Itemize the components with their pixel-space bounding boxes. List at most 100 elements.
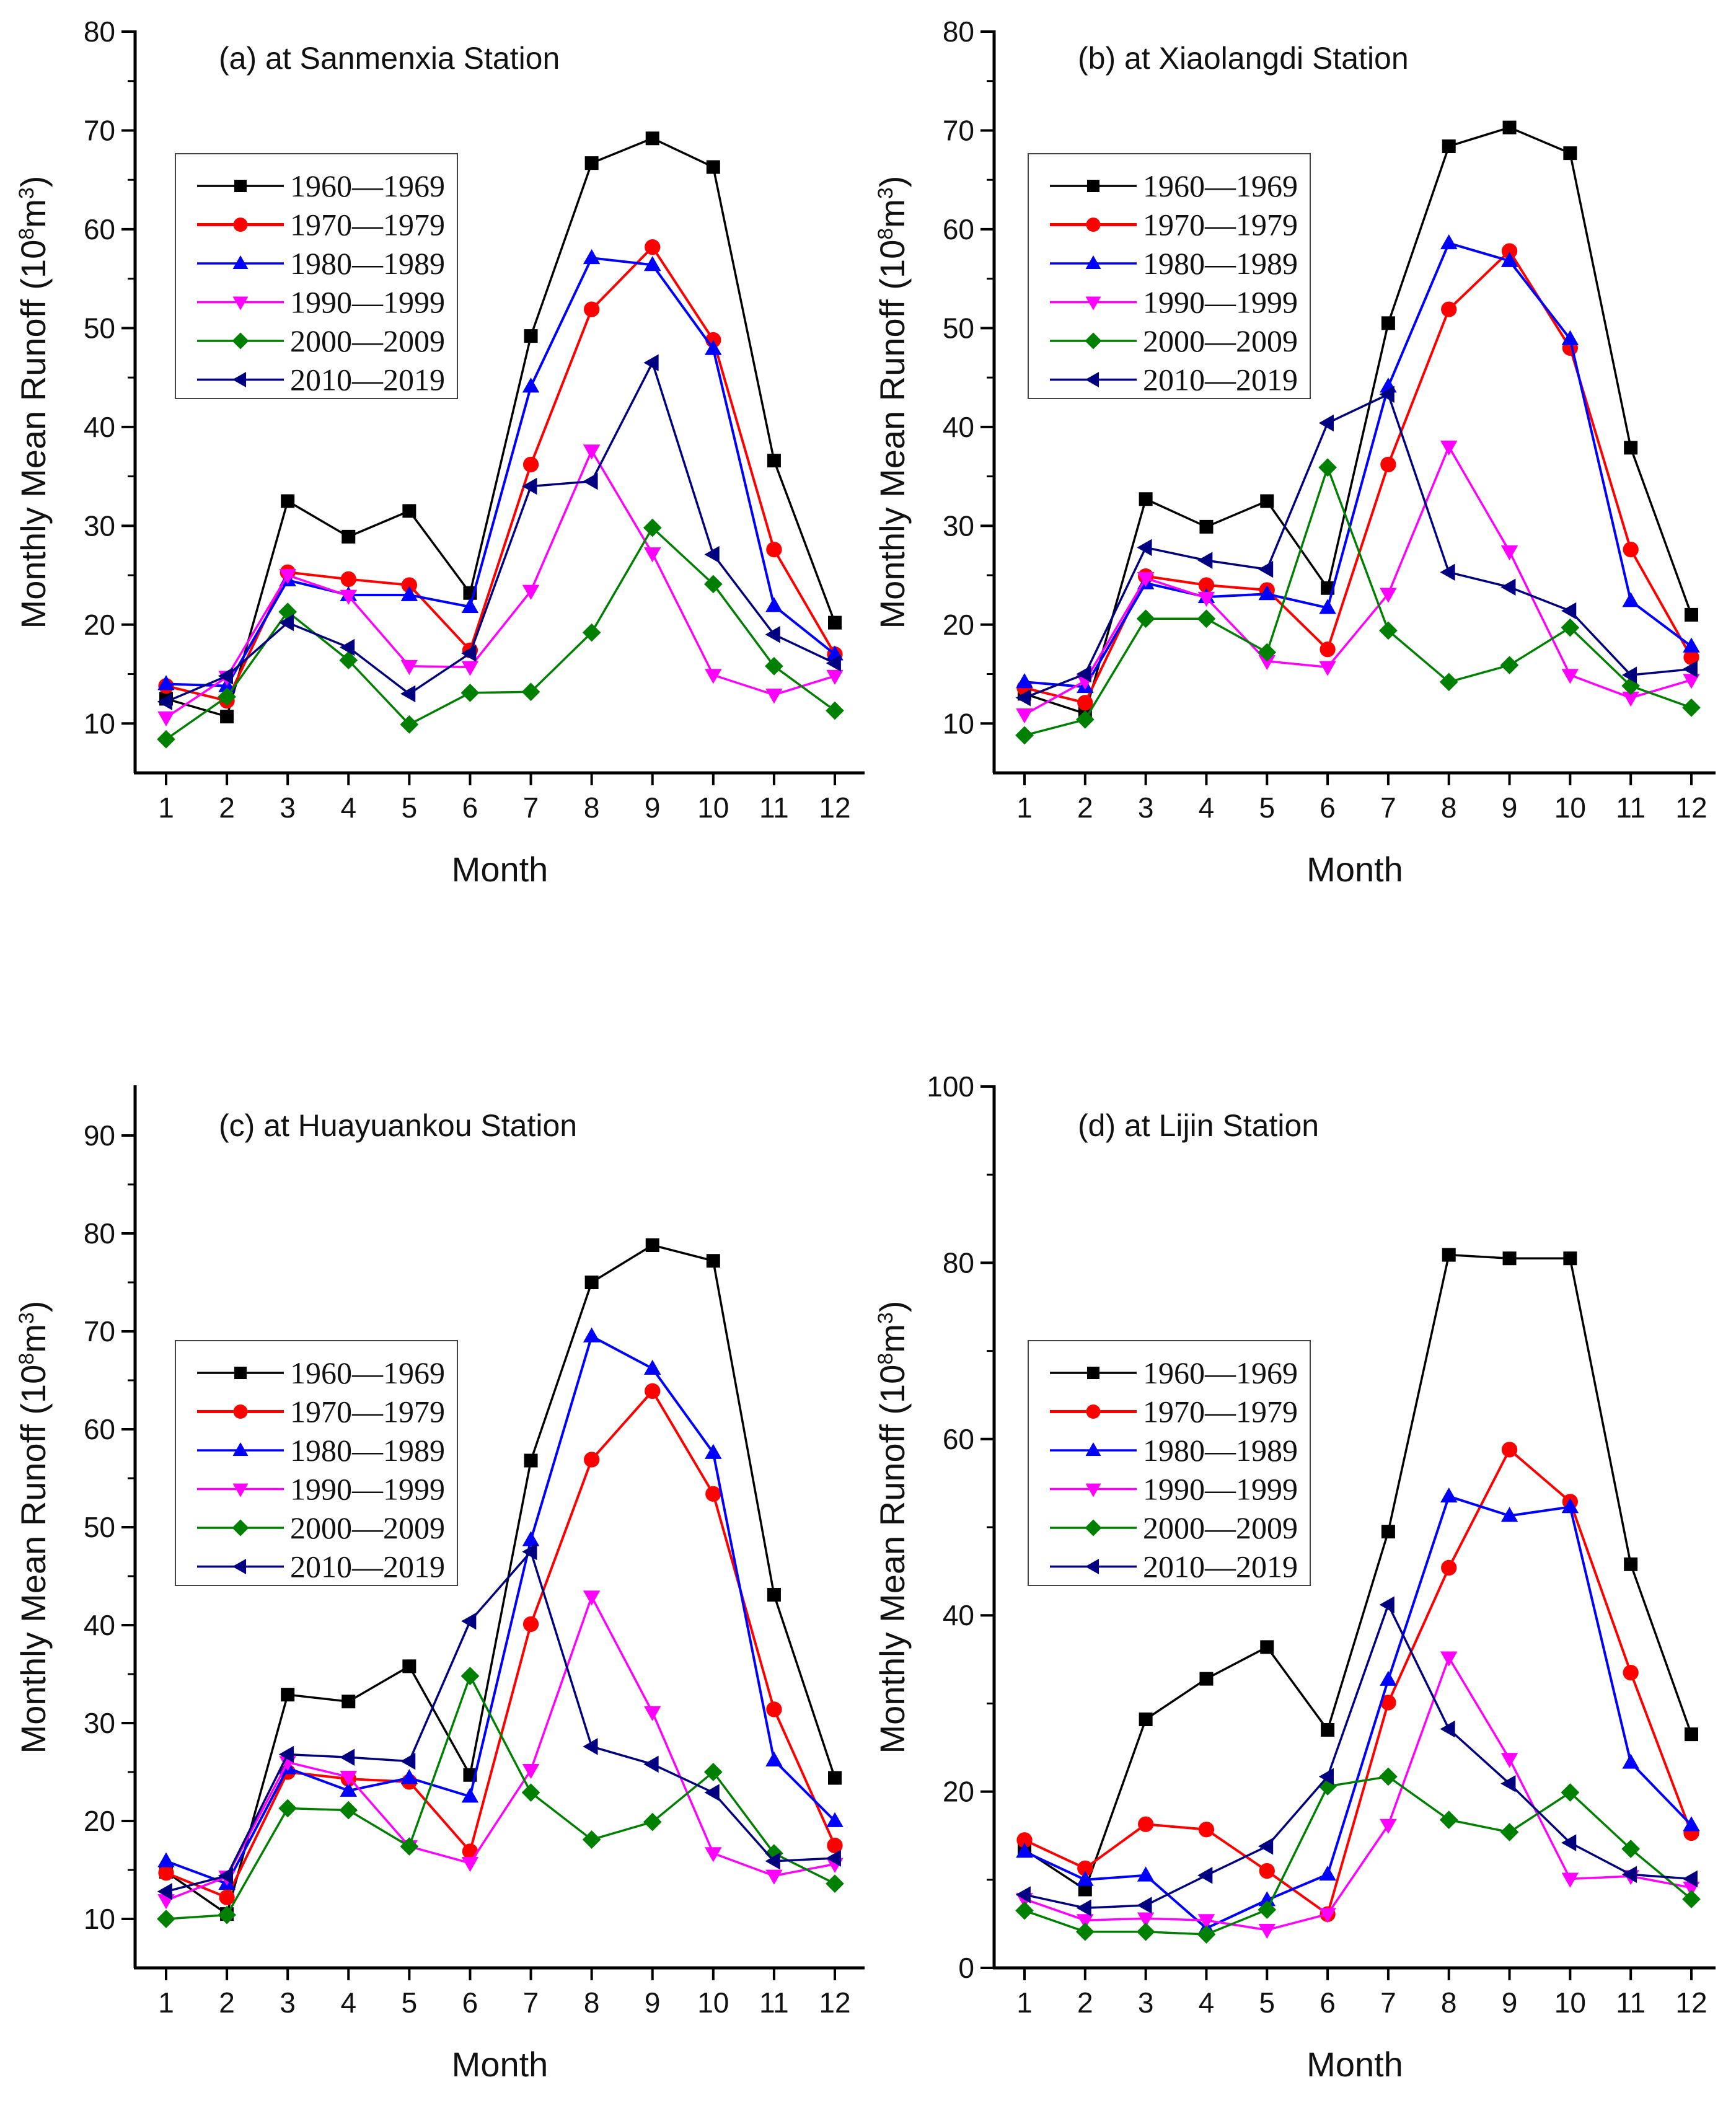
legend-label: 1970—1979 (1143, 208, 1298, 242)
data-point (1015, 1901, 1034, 1920)
y-tick-label: 60 (84, 213, 115, 245)
data-point (1258, 585, 1276, 601)
data-point (400, 685, 416, 703)
data-point (1320, 641, 1336, 658)
data-point (583, 1590, 601, 1606)
data-point (1260, 494, 1274, 508)
x-tick-label: 5 (1259, 791, 1275, 824)
x-tick-label: 12 (819, 1986, 850, 2019)
data-point (826, 701, 844, 720)
x-axis-title: Month (1306, 850, 1403, 889)
y-axis-title-end: ) (873, 176, 912, 188)
data-point (767, 454, 781, 468)
series-line (1024, 466, 1692, 737)
data-point (1319, 599, 1336, 614)
legend-marker (233, 1404, 248, 1419)
x-tick-label: 4 (340, 791, 356, 824)
legend-label: 1990—1999 (1143, 1472, 1298, 1507)
data-point (1381, 1525, 1395, 1539)
data-point (1622, 592, 1639, 607)
data-point (765, 1751, 783, 1766)
data-point (1137, 1912, 1155, 1928)
data-point (1015, 689, 1031, 707)
data-point (462, 1843, 478, 1859)
data-point (1139, 492, 1153, 506)
data-point (1260, 1640, 1274, 1654)
y-tick-label: 70 (84, 1315, 115, 1347)
x-tick-label: 5 (402, 791, 418, 824)
data-point (522, 584, 540, 600)
series-line (165, 361, 835, 703)
series-line (165, 1390, 836, 1899)
y-axis-title: Monthly Mean Runoff (108m3) (14, 1301, 53, 1754)
series-2000-2009 (1015, 1767, 1701, 1944)
data-point (1624, 1557, 1638, 1571)
data-point (643, 518, 662, 537)
legend-box (175, 1340, 458, 1586)
x-axis-title: Month (452, 2045, 549, 2084)
x-tick-label: 4 (1199, 1986, 1215, 2019)
data-point (1197, 591, 1215, 607)
legend-label: 1990—1999 (290, 285, 445, 320)
data-point (521, 1783, 540, 1802)
data-point (341, 1695, 356, 1709)
data-point (1622, 1753, 1639, 1769)
data-point (1137, 539, 1152, 557)
series-line (1024, 126, 1693, 715)
legend-marker (1086, 1404, 1101, 1419)
y-tick-label: 30 (84, 509, 115, 542)
data-point (1440, 1651, 1458, 1667)
legend-marker (1085, 1442, 1101, 1456)
x-tick-label: 1 (1016, 791, 1033, 824)
x-tick-label: 2 (219, 791, 235, 824)
legend-label: 2010—2019 (1143, 363, 1298, 397)
data-point (584, 156, 599, 170)
series-line (165, 526, 836, 741)
y-tick-label: 60 (943, 213, 974, 245)
legend-label: 2000—2009 (290, 1510, 445, 1545)
data-point (1685, 1727, 1698, 1742)
data-point (1015, 1886, 1031, 1903)
y-tick-label: 50 (943, 312, 974, 344)
data-point (1197, 1866, 1213, 1884)
data-point (643, 1706, 661, 1721)
x-tick-label: 8 (1441, 1986, 1457, 2019)
legend: 1960—1969 1970—1979 1980—1989 1990—1999 2000… (175, 153, 458, 399)
data-point (461, 597, 479, 613)
data-point (157, 711, 175, 726)
x-tick-label: 1 (158, 791, 174, 824)
data-point (583, 301, 600, 317)
series-line (1024, 242, 1693, 689)
x-tick-label: 2 (1077, 1986, 1093, 2019)
data-point (400, 1837, 419, 1856)
y-tick-label: 20 (84, 1805, 115, 1837)
data-point (826, 1812, 844, 1827)
y-tick-label: 50 (84, 1511, 115, 1543)
series-2000-2009 (157, 518, 844, 749)
y-axis-title: Monthly Mean Runoff (108m3) (873, 1301, 912, 1754)
data-point (400, 1769, 418, 1784)
data-point (1563, 146, 1577, 161)
y-axis-title-text: Monthly Mean Runoff (10 (873, 1365, 912, 1754)
series-2010-2019 (1015, 386, 1698, 707)
series-1990-1999 (157, 444, 844, 726)
legend-label: 1980—1989 (1143, 246, 1298, 281)
data-point (1683, 637, 1700, 653)
data-point (1439, 672, 1458, 692)
legend-marker (1085, 255, 1101, 269)
data-point (400, 659, 418, 676)
data-point (1258, 643, 1277, 662)
series-1960-1969 (159, 131, 842, 724)
data-point (1683, 649, 1699, 666)
data-point (1380, 1695, 1396, 1711)
legend-label: 1980—1989 (1143, 1433, 1298, 1468)
data-point (1500, 1823, 1519, 1841)
data-point (1623, 1664, 1639, 1681)
data-point (643, 354, 659, 371)
data-point (1439, 1810, 1458, 1829)
data-point (1077, 1860, 1093, 1876)
data-point (1563, 1251, 1577, 1266)
data-point (339, 651, 358, 670)
data-point (1621, 666, 1637, 684)
